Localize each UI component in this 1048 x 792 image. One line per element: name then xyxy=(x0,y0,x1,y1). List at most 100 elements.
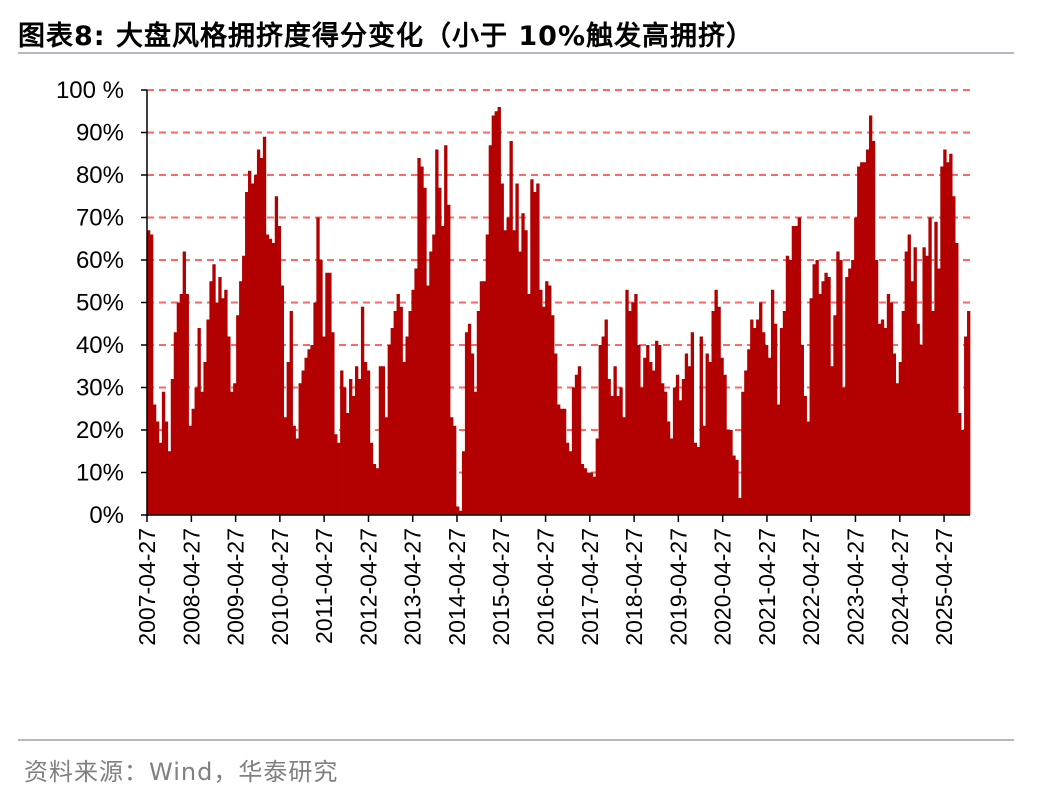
bar xyxy=(782,311,787,515)
bars xyxy=(147,107,971,515)
bar xyxy=(925,255,929,515)
bar xyxy=(343,387,347,515)
y-tick-label: 50% xyxy=(76,290,124,317)
bar xyxy=(967,311,971,515)
bar xyxy=(803,396,807,515)
bar xyxy=(946,162,950,515)
x-tick-label: 2021-04-27 xyxy=(754,528,780,646)
bar xyxy=(577,366,582,515)
y-tick-labels: 0% 10% 20% 30% 40% 50% 60% 70% 80% 90% 100 % xyxy=(56,77,124,529)
bar xyxy=(363,362,368,515)
bar xyxy=(901,311,905,515)
bar xyxy=(414,268,418,515)
bar xyxy=(236,315,240,515)
bar xyxy=(729,430,733,515)
bar xyxy=(218,277,222,515)
x-tick-label: 2009-04-27 xyxy=(223,528,249,646)
bar xyxy=(521,213,525,515)
bar xyxy=(663,391,668,515)
bar xyxy=(408,311,412,515)
bar xyxy=(173,332,178,515)
bar xyxy=(678,400,683,515)
bar xyxy=(693,442,698,515)
bar xyxy=(420,166,424,515)
x-tick-label: 2016-04-27 xyxy=(533,528,559,646)
bar xyxy=(866,149,870,515)
bar xyxy=(928,217,932,515)
x-tick-label: 2022-04-27 xyxy=(798,528,824,646)
bar xyxy=(331,332,335,515)
bar xyxy=(827,277,831,515)
bar xyxy=(762,332,766,515)
bar xyxy=(438,187,442,515)
bar xyxy=(955,243,959,515)
bar xyxy=(378,366,383,515)
bar xyxy=(871,141,876,515)
bar xyxy=(747,349,751,515)
bar xyxy=(574,374,579,515)
bar xyxy=(764,345,769,515)
bar xyxy=(845,277,849,515)
x-tick-label: 2025-04-27 xyxy=(931,528,957,646)
bar xyxy=(964,336,968,515)
x-tick-label: 2011-04-27 xyxy=(311,528,337,644)
bar xyxy=(589,472,594,515)
y-tick-label: 70% xyxy=(76,205,124,232)
bar xyxy=(836,251,840,515)
bar xyxy=(515,183,519,515)
x-tick-label: 2024-04-27 xyxy=(887,528,913,646)
y-tick-label: 10% xyxy=(76,460,124,487)
bar xyxy=(548,285,552,515)
bar xyxy=(509,141,513,515)
bar xyxy=(598,345,602,515)
bar xyxy=(898,362,903,515)
chart-title: 图表8: 大盘风格拥挤度得分变化（小于 10%触发高拥挤） xyxy=(18,21,755,52)
bar xyxy=(833,315,837,515)
bar xyxy=(485,234,490,515)
bar xyxy=(170,379,175,515)
x-tick-label: 2023-04-27 xyxy=(842,528,868,646)
bar xyxy=(821,281,825,515)
bar xyxy=(304,357,308,515)
bar xyxy=(539,289,543,515)
bar xyxy=(877,323,882,515)
bar xyxy=(625,289,629,515)
bar xyxy=(248,170,252,515)
bar xyxy=(319,260,323,515)
bar xyxy=(456,506,460,515)
bar xyxy=(453,425,457,515)
bar xyxy=(750,319,754,515)
bar xyxy=(399,306,403,515)
bar xyxy=(592,476,596,515)
bar xyxy=(616,396,620,515)
bar xyxy=(628,311,632,515)
bar xyxy=(482,281,487,515)
bar xyxy=(366,370,371,515)
bar xyxy=(744,370,748,515)
bar xyxy=(429,251,433,515)
bar xyxy=(842,387,846,515)
bar xyxy=(176,302,181,515)
bar xyxy=(200,391,204,515)
bar xyxy=(687,366,692,515)
bar xyxy=(640,387,644,515)
bar xyxy=(500,183,504,515)
bar xyxy=(797,217,801,515)
bar xyxy=(372,464,377,515)
bar xyxy=(753,328,757,515)
bar xyxy=(601,336,605,515)
axes xyxy=(141,89,970,522)
chart-title-area: 图表8: 大盘风格拥挤度得分变化（小于 10%触发高拥挤） xyxy=(18,14,1018,54)
bar xyxy=(253,175,258,515)
bar xyxy=(384,417,389,515)
y-tick-label: 90% xyxy=(76,120,124,147)
bar xyxy=(188,425,192,515)
bar xyxy=(922,247,926,515)
bar xyxy=(562,408,567,515)
bar xyxy=(854,217,858,515)
y-tick-label: 30% xyxy=(76,375,124,402)
bar xyxy=(690,332,695,515)
bar xyxy=(756,319,760,515)
bar xyxy=(652,370,656,515)
bar xyxy=(393,311,397,515)
